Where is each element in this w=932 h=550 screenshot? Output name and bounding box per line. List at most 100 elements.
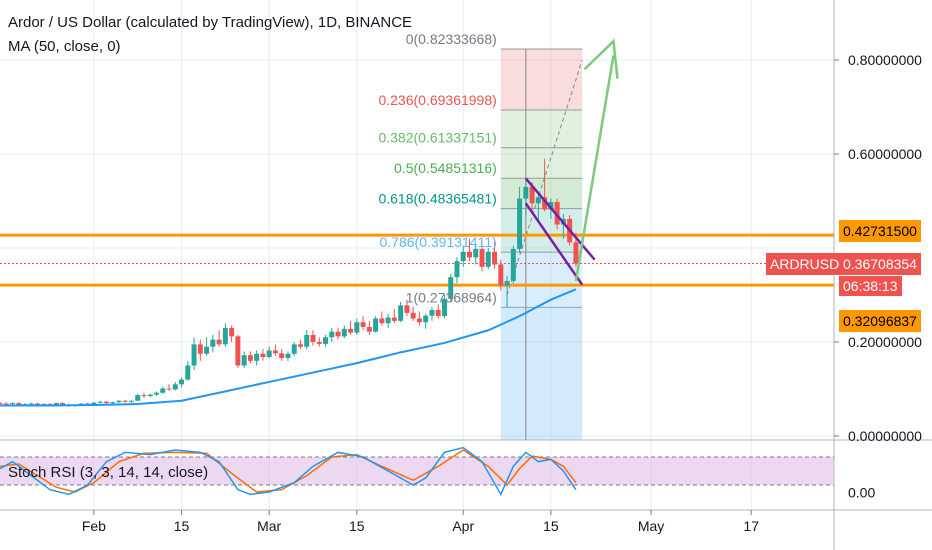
fib-zone xyxy=(500,147,583,179)
chart-title: Ardor / US Dollar (calculated by Trading… xyxy=(8,14,413,31)
candle-body xyxy=(535,197,541,204)
candle-body xyxy=(204,346,210,354)
candle-body xyxy=(423,315,429,323)
candle-body xyxy=(35,403,41,405)
stoch-tick-label: 0.00 xyxy=(848,484,875,500)
candle-body xyxy=(272,350,278,354)
time-tick-label: 15 xyxy=(543,518,559,534)
candle-body xyxy=(385,317,391,324)
candle-body xyxy=(279,353,285,358)
time-tick-label: Feb xyxy=(82,518,106,534)
price-axis[interactable]: 0.80000000 0.60000000 0.20000000 0.00000000… xyxy=(834,52,922,500)
candle-body xyxy=(122,400,128,402)
candle-body xyxy=(366,326,372,332)
projection-arrowhead xyxy=(583,38,619,79)
candle-body xyxy=(222,327,228,345)
candle-body xyxy=(410,312,416,319)
fib-label: 0.5(0.54851316) xyxy=(394,160,497,176)
candle-body xyxy=(285,353,291,358)
fib-label: 0.236(0.69361998) xyxy=(378,92,496,108)
fib-label: 0.618(0.48365481) xyxy=(378,191,496,207)
fib-trend-line xyxy=(506,59,583,296)
candle-body xyxy=(316,342,322,344)
candle-body xyxy=(373,318,379,332)
projection-arrow-line xyxy=(574,55,615,282)
last-price-badge: 0.36708354 xyxy=(839,253,921,275)
fib-extension-zone xyxy=(500,307,583,440)
candle-body xyxy=(448,277,454,299)
fib-zone xyxy=(500,109,583,148)
candle-body xyxy=(573,242,579,264)
candle-body xyxy=(473,248,479,258)
time-tick-label: Mar xyxy=(257,518,281,534)
candle-body xyxy=(216,339,222,345)
candle-body xyxy=(110,402,116,404)
ma50-line xyxy=(0,288,577,407)
candle-body xyxy=(160,388,166,393)
candle-body xyxy=(492,251,498,265)
stoch-k-line xyxy=(0,446,577,496)
candle-body xyxy=(28,403,34,405)
time-tick-label: May xyxy=(638,518,664,534)
stoch-rsi-pane xyxy=(0,446,834,496)
candle-body xyxy=(435,310,441,317)
candle-body xyxy=(379,318,385,324)
candle-body xyxy=(467,251,472,258)
stoch-rsi-legend: Stoch RSI (3, 3, 14, 14, close) xyxy=(8,464,209,481)
fib-label: 0(0.82333668) xyxy=(406,31,497,47)
time-tick-label: 17 xyxy=(743,518,759,534)
ma-legend: MA (50, close, 0) xyxy=(8,38,121,55)
candle-body xyxy=(454,261,460,278)
candle-body xyxy=(310,334,316,342)
candle-body xyxy=(53,403,59,405)
candle-body xyxy=(329,331,335,338)
candle-body xyxy=(154,392,159,395)
horizontal-levels[interactable] xyxy=(0,233,834,287)
candle-body xyxy=(179,379,185,385)
candle-body xyxy=(103,401,109,404)
fibonacci-labels: 0(0.82333668) 0.236(0.69361998) 0.382(0.61… xyxy=(378,31,496,305)
candle-body xyxy=(141,395,147,397)
fib-zone xyxy=(500,178,583,209)
candle-body xyxy=(554,201,560,225)
candle-body xyxy=(235,336,241,366)
channel-upper-line xyxy=(524,177,596,261)
candle-body xyxy=(197,344,203,354)
candle-body xyxy=(116,400,122,403)
price-tick-label: 0.60000000 xyxy=(848,146,922,162)
candle-body xyxy=(354,322,360,333)
candle-body xyxy=(128,400,134,402)
time-axis[interactable]: Feb 15 Mar 15 Apr 15 May 17 xyxy=(82,510,759,534)
candle-body xyxy=(360,322,366,327)
candle-body xyxy=(391,317,397,321)
candle-body xyxy=(335,331,341,337)
candle-body xyxy=(479,248,485,267)
fib-label: 1(0.27368964) xyxy=(406,289,497,305)
price-tick-label: 0.20000000 xyxy=(848,334,922,350)
price-tick-label: 0.00000000 xyxy=(848,428,922,444)
candle-body xyxy=(504,280,510,286)
trend-drawings[interactable] xyxy=(524,38,619,286)
candle-body xyxy=(229,327,235,337)
candle-body xyxy=(16,403,22,405)
candle-body xyxy=(323,337,329,344)
candle-body xyxy=(3,403,9,405)
candle-body xyxy=(241,355,247,366)
channel-lower-line xyxy=(524,202,584,286)
fib-zone xyxy=(500,49,583,110)
candle-body xyxy=(254,353,260,361)
candle-body xyxy=(416,318,422,323)
candle-body xyxy=(172,384,178,390)
candle-body xyxy=(60,403,66,405)
candle-body xyxy=(247,355,253,361)
candle-body xyxy=(166,388,172,390)
candle-body xyxy=(498,264,504,286)
candle-body xyxy=(147,394,153,397)
candle-body xyxy=(398,305,404,321)
candle-body xyxy=(191,344,197,366)
candle-body xyxy=(91,402,97,405)
candle-body xyxy=(441,298,447,317)
candle-body xyxy=(266,350,272,358)
